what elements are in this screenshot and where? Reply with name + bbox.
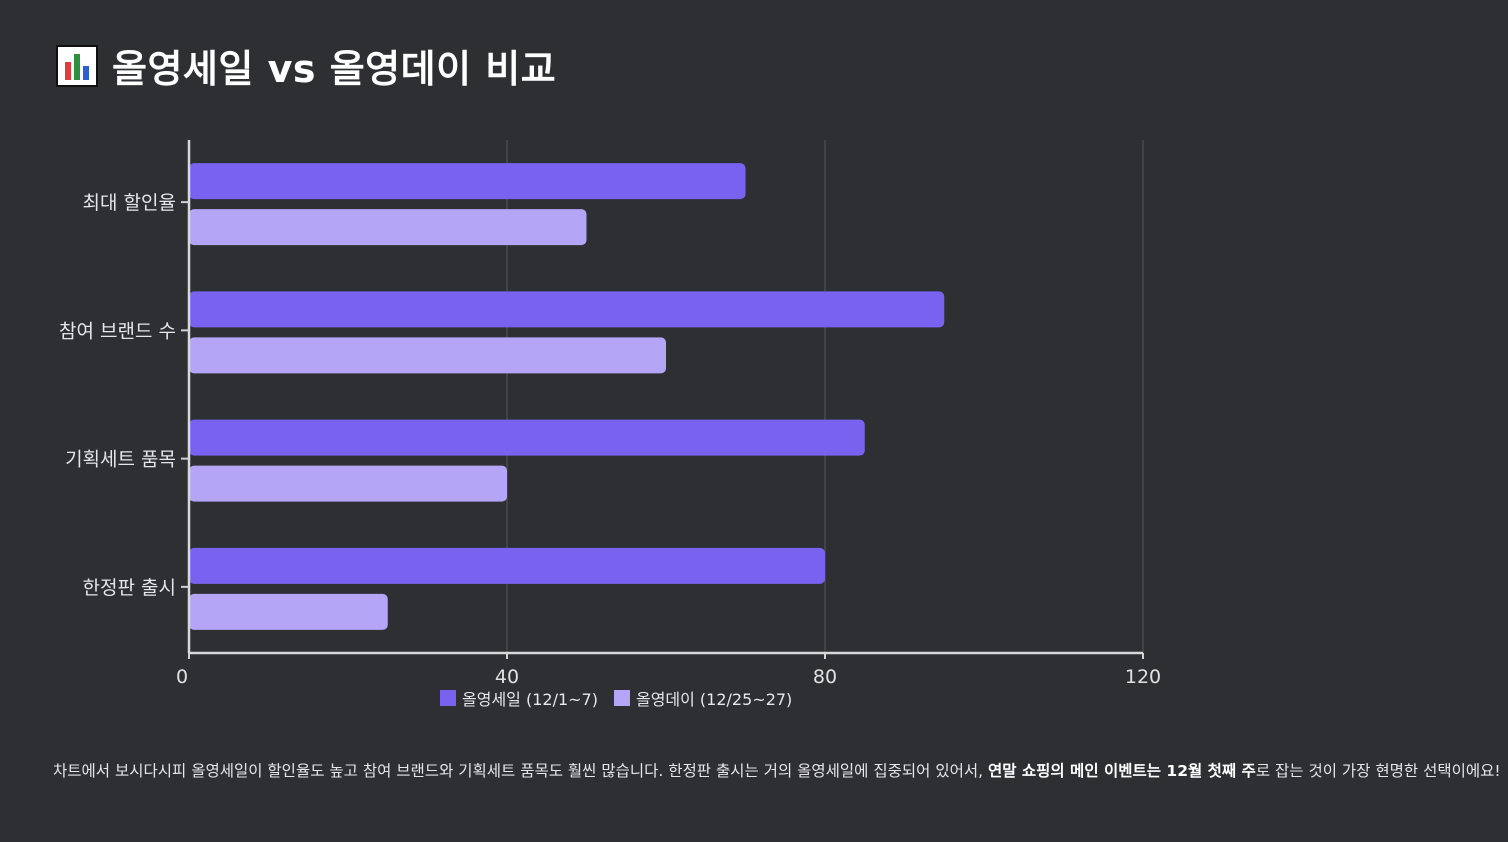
chart-description: 차트에서 보시다시피 올영세일이 할인율도 높고 참여 브랜드와 기획세트 품목… xyxy=(53,758,1505,784)
y-tick-label-3: 기획세트 품목 xyxy=(65,449,176,471)
legend-label-series-1: 올영세일 (12/1~7) xyxy=(462,690,598,709)
chart-legend: 올영세일 (12/1~7) 올영데이 (12/25~27) xyxy=(440,686,792,710)
page-title: 올영세일 vs 올영데이 비교 xyxy=(112,47,557,91)
x-tick-label-40: 40 xyxy=(495,666,519,688)
legend-label-series-2: 올영데이 (12/25~27) xyxy=(635,690,793,709)
bar-1-1 xyxy=(189,163,746,200)
x-tick-label-80: 80 xyxy=(813,666,837,688)
bar-2-3 xyxy=(189,465,507,502)
title-row: 올영세일 vs 올영데이 비교 xyxy=(56,38,556,93)
x-tick-label-120: 120 xyxy=(1125,666,1161,688)
bar-2-4 xyxy=(189,593,388,630)
legend-item-series-1[interactable]: 올영세일 (12/1~7) xyxy=(440,686,598,710)
description-highlight: 연말 쇼핑의 메인 이벤트는 12월 첫째 주 xyxy=(987,762,1256,780)
description-text-2: 로 잡는 것이 가장 현명한 선택이에요! xyxy=(1255,762,1501,780)
bar-2-2 xyxy=(189,337,666,374)
bar-1-2 xyxy=(189,291,945,328)
bar-1-3 xyxy=(189,419,865,456)
bar-chart-icon xyxy=(56,44,98,87)
legend-swatch-series-1 xyxy=(440,690,456,706)
legend-swatch-series-2 xyxy=(613,690,630,706)
y-tick-label-4: 한정판 출시 xyxy=(83,577,176,599)
bar-2-1 xyxy=(189,209,587,246)
legend-item-series-2[interactable]: 올영데이 (12/25~27) xyxy=(613,686,793,710)
bar-1-4 xyxy=(189,547,825,584)
y-tick-label-2: 참여 브랜드 수 xyxy=(59,320,176,342)
description-text-1: 차트에서 보시다시피 올영세일이 할인율도 높고 참여 브랜드와 기획세트 품목… xyxy=(53,762,988,780)
x-tick-label-0: 0 xyxy=(176,666,188,688)
y-tick-label-1: 최대 할인율 xyxy=(83,192,176,214)
